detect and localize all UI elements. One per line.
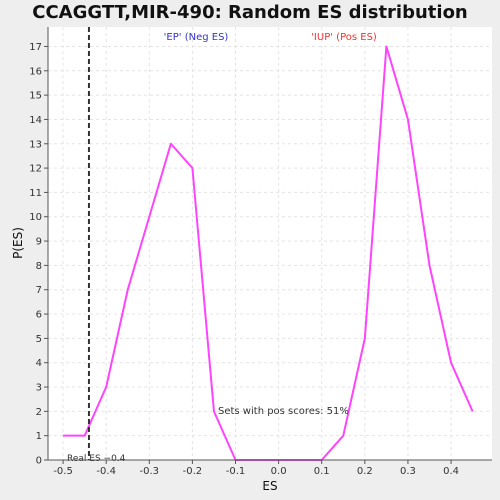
y-tick-label: 1 xyxy=(36,431,42,442)
x-tick-label: -0.5 xyxy=(53,466,73,477)
y-tick-label: 16 xyxy=(29,66,42,77)
y-tick-label: 4 xyxy=(36,358,42,369)
y-tick-label: 15 xyxy=(29,91,42,102)
y-tick-label: 6 xyxy=(36,310,42,321)
x-axis-label: ES xyxy=(262,479,277,493)
x-tick-label: -0.4 xyxy=(96,466,116,477)
y-tick-label: 0 xyxy=(36,456,42,467)
x-tick-label: -0.3 xyxy=(140,466,160,477)
y-tick-label: 11 xyxy=(29,188,42,199)
y-tick-label: 14 xyxy=(29,115,42,126)
y-tick-label: 8 xyxy=(36,261,42,272)
pos-scores-label: Sets with pos scores: 51% xyxy=(218,406,349,417)
y-tick-label: 10 xyxy=(29,212,42,223)
x-tick-label: 0.0 xyxy=(271,466,287,477)
y-tick-label: 12 xyxy=(29,164,42,175)
x-tick-label: 0.1 xyxy=(314,466,330,477)
neg-es-label: 'EP' (Neg ES) xyxy=(164,32,229,43)
y-tick-label: 9 xyxy=(36,237,42,248)
real-es-label: Real ES −0.4 xyxy=(67,454,126,464)
x-tick-label: 0.3 xyxy=(400,466,416,477)
chart-title: CCAGGTT,MIR-490: Random ES distribution xyxy=(32,2,468,23)
pos-es-label: 'IUP' (Pos ES) xyxy=(311,32,377,43)
y-tick-label: 13 xyxy=(29,139,42,150)
y-tick-label: 7 xyxy=(36,285,42,296)
y-axis-label: P(ES) xyxy=(11,227,25,259)
y-tick-label: 17 xyxy=(29,42,42,53)
x-tick-label: 0.4 xyxy=(443,466,459,477)
x-tick-label: 0.2 xyxy=(357,466,373,477)
x-tick-label: -0.1 xyxy=(226,466,246,477)
y-tick-label: 3 xyxy=(36,383,42,394)
y-tick-label: 2 xyxy=(36,407,42,418)
y-tick-label: 5 xyxy=(36,334,42,345)
x-tick-label: -0.2 xyxy=(183,466,203,477)
